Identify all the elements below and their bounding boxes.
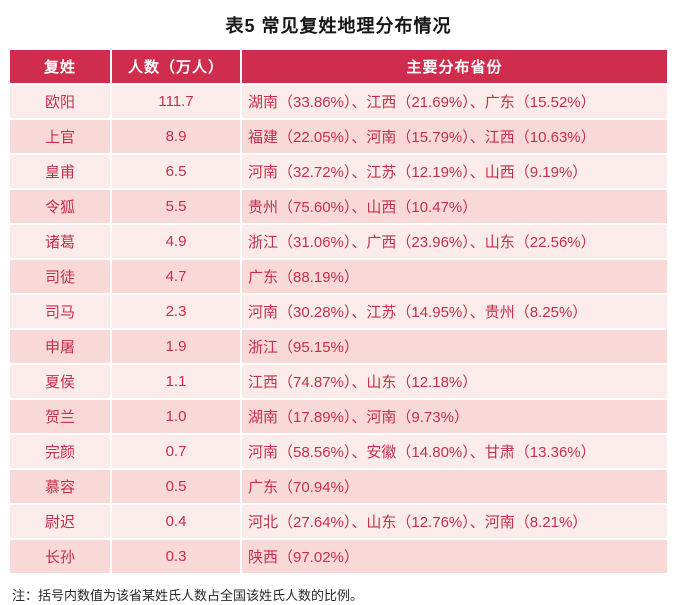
table-row: 完颜 0.7 河南（58.56%）、安徽（14.80%）、甘肃（13.36%） bbox=[10, 435, 667, 468]
count-cell: 5.5 bbox=[112, 190, 240, 223]
table-row: 欧阳 111.7 湖南（33.86%）、江西（21.69%）、广东（15.52%） bbox=[10, 85, 667, 118]
surname-cell: 上官 bbox=[10, 120, 110, 153]
count-cell: 8.9 bbox=[112, 120, 240, 153]
surname-cell: 司徒 bbox=[10, 260, 110, 293]
distribution-cell: 浙江（31.06%）、广西（23.96%）、山东（22.56%） bbox=[242, 225, 667, 258]
count-cell: 1.1 bbox=[112, 365, 240, 398]
header-surname: 复姓 bbox=[10, 50, 110, 83]
table-row: 慕容 0.5 广东（70.94%） bbox=[10, 470, 667, 503]
distribution-cell: 河南（30.28%）、江苏（14.95%）、贵州（8.25%） bbox=[242, 295, 667, 328]
header-distribution: 主要分布省份 bbox=[242, 50, 667, 83]
surname-cell: 司马 bbox=[10, 295, 110, 328]
footnote: 注：括号内数值为该省某姓氏人数占全国该姓氏人数的比例。 bbox=[12, 588, 364, 603]
distribution-cell: 河南（32.72%）、江苏（12.19%）、山西（9.19%） bbox=[242, 155, 667, 188]
table-title: 表5 常见复姓地理分布情况 bbox=[225, 16, 452, 36]
distribution-cell: 福建（22.05%）、河南（15.79%）、江西（10.63%） bbox=[242, 120, 667, 153]
count-cell: 1.0 bbox=[112, 400, 240, 433]
distribution-cell: 浙江（95.15%） bbox=[242, 330, 667, 363]
count-cell: 0.3 bbox=[112, 540, 240, 573]
count-cell: 2.3 bbox=[112, 295, 240, 328]
table-row: 申屠 1.9 浙江（95.15%） bbox=[10, 330, 667, 363]
surname-cell: 申屠 bbox=[10, 330, 110, 363]
count-cell: 1.9 bbox=[112, 330, 240, 363]
table-body: 欧阳 111.7 湖南（33.86%）、江西（21.69%）、广东（15.52%）上… bbox=[10, 85, 667, 573]
count-cell: 111.7 bbox=[112, 85, 240, 118]
count-cell: 4.7 bbox=[112, 260, 240, 293]
surname-cell: 长孙 bbox=[10, 540, 110, 573]
surname-cell: 令狐 bbox=[10, 190, 110, 223]
table-row: 尉迟 0.4 河北（27.64%）、山东（12.76%）、河南（8.21%） bbox=[10, 505, 667, 538]
distribution-cell: 河北（27.64%）、山东（12.76%）、河南（8.21%） bbox=[242, 505, 667, 538]
table-row: 上官 8.9 福建（22.05%）、河南（15.79%）、江西（10.63%） bbox=[10, 120, 667, 153]
surname-cell: 慕容 bbox=[10, 470, 110, 503]
surname-distribution-table: 复姓 人数（万人） 主要分布省份 欧阳 111.7 湖南（33.86%）、江西（21… bbox=[8, 48, 669, 575]
distribution-cell: 广东（88.19%） bbox=[242, 260, 667, 293]
count-cell: 4.9 bbox=[112, 225, 240, 258]
table-row: 令狐 5.5 贵州（75.60%）、山西（10.47%） bbox=[10, 190, 667, 223]
distribution-cell: 河南（58.56%）、安徽（14.80%）、甘肃（13.36%） bbox=[242, 435, 667, 468]
header-count: 人数（万人） bbox=[112, 50, 240, 83]
table-row: 夏侯 1.1 江西（74.87%）、山东（12.18%） bbox=[10, 365, 667, 398]
count-cell: 0.5 bbox=[112, 470, 240, 503]
count-cell: 6.5 bbox=[112, 155, 240, 188]
table-row: 诸葛 4.9 浙江（31.06%）、广西（23.96%）、山东（22.56%） bbox=[10, 225, 667, 258]
distribution-cell: 江西（74.87%）、山东（12.18%） bbox=[242, 365, 667, 398]
surname-cell: 诸葛 bbox=[10, 225, 110, 258]
surname-cell: 欧阳 bbox=[10, 85, 110, 118]
table-row: 皇甫 6.5 河南（32.72%）、江苏（12.19%）、山西（9.19%） bbox=[10, 155, 667, 188]
distribution-cell: 湖南（33.86%）、江西（21.69%）、广东（15.52%） bbox=[242, 85, 667, 118]
surname-cell: 完颜 bbox=[10, 435, 110, 468]
count-cell: 0.4 bbox=[112, 505, 240, 538]
table-header-row: 复姓 人数（万人） 主要分布省份 bbox=[10, 50, 667, 83]
surname-cell: 皇甫 bbox=[10, 155, 110, 188]
table-row: 长孙 0.3 陕西（97.02%） bbox=[10, 540, 667, 573]
count-cell: 0.7 bbox=[112, 435, 240, 468]
surname-cell: 尉迟 bbox=[10, 505, 110, 538]
distribution-cell: 湖南（17.89%）、河南（9.73%） bbox=[242, 400, 667, 433]
distribution-cell: 陕西（97.02%） bbox=[242, 540, 667, 573]
surname-cell: 贺兰 bbox=[10, 400, 110, 433]
table-row: 贺兰 1.0 湖南（17.89%）、河南（9.73%） bbox=[10, 400, 667, 433]
distribution-cell: 贵州（75.60%）、山西（10.47%） bbox=[242, 190, 667, 223]
table-row: 司马 2.3 河南（30.28%）、江苏（14.95%）、贵州（8.25%） bbox=[10, 295, 667, 328]
distribution-cell: 广东（70.94%） bbox=[242, 470, 667, 503]
table-row: 司徒 4.7 广东（88.19%） bbox=[10, 260, 667, 293]
surname-cell: 夏侯 bbox=[10, 365, 110, 398]
